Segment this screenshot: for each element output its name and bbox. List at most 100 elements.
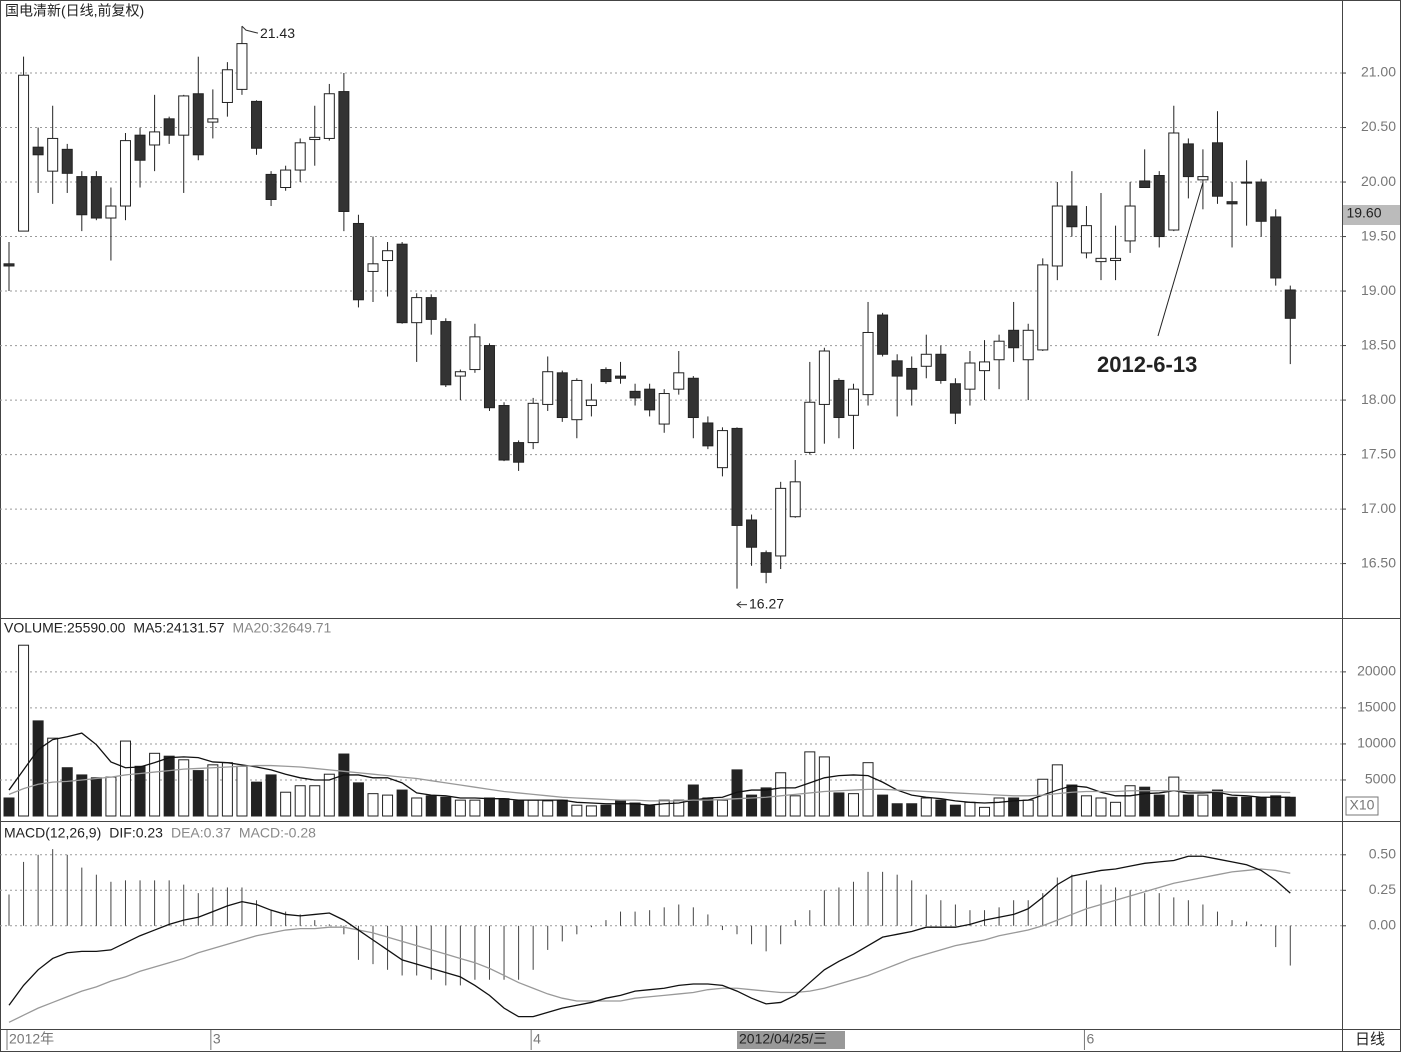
candle-body xyxy=(411,297,423,324)
candle-body xyxy=(1139,180,1151,188)
y-tick-label: 19.00 xyxy=(1361,282,1396,298)
volume-bar xyxy=(207,764,219,817)
volume-bar xyxy=(32,720,44,817)
y-tick-label: 0.00 xyxy=(1369,916,1396,932)
candle-body xyxy=(440,321,452,386)
candle-body xyxy=(352,222,364,301)
candle-body xyxy=(760,552,772,573)
volume-bar xyxy=(498,798,510,817)
candle-body xyxy=(629,390,641,399)
volume-bar xyxy=(935,799,947,817)
volume-bar xyxy=(673,799,685,817)
cursor-date-box xyxy=(737,1031,845,1049)
volume-bar xyxy=(658,799,670,817)
volume-bar xyxy=(789,795,801,817)
candle-body xyxy=(1182,143,1194,178)
y-tick-label: 21.00 xyxy=(1361,64,1396,80)
volume-bar xyxy=(483,797,495,817)
volume-bar xyxy=(1066,784,1078,817)
volume-bar xyxy=(585,805,597,817)
last-price-label: 19.60 xyxy=(1346,204,1381,220)
volume-bar xyxy=(105,776,117,817)
volume-bar xyxy=(1080,795,1092,817)
candle-body xyxy=(847,388,859,416)
volume-bar xyxy=(1008,797,1020,817)
volume-bar xyxy=(90,777,102,817)
volume-bar xyxy=(527,799,539,817)
candle-body xyxy=(1022,329,1034,361)
volume-bar xyxy=(425,795,437,817)
volume-bar xyxy=(847,793,859,817)
volume-bar xyxy=(1022,799,1034,817)
candle-body xyxy=(702,422,714,447)
volume-bar xyxy=(644,805,656,817)
volume-bar xyxy=(979,806,991,817)
candle-body xyxy=(61,148,73,174)
volume-bar xyxy=(47,737,59,817)
x-tick-label: 6 xyxy=(1086,1031,1094,1047)
candle-body xyxy=(1241,181,1253,184)
volume-bar xyxy=(382,794,394,817)
candle-body xyxy=(687,377,699,419)
candle-body xyxy=(134,134,146,161)
candle-body xyxy=(18,74,30,232)
y-tick-label: 17.50 xyxy=(1361,445,1396,461)
volume-bar xyxy=(716,799,728,817)
candle-body xyxy=(178,95,190,136)
volume-bar xyxy=(731,769,743,817)
volume-bar xyxy=(411,797,423,817)
dea-line xyxy=(8,868,1291,1023)
volume-bar xyxy=(1270,795,1282,817)
volume-bar xyxy=(192,770,204,817)
y-tick-label: 20000 xyxy=(1357,663,1396,679)
volume-bar xyxy=(440,796,452,817)
volume-bar xyxy=(3,797,15,817)
y-tick-label: 18.50 xyxy=(1361,336,1396,352)
volume-bar xyxy=(818,756,830,817)
candle-body xyxy=(673,372,685,390)
volume-bar xyxy=(629,802,641,817)
volume-bar xyxy=(323,773,335,817)
volume-bar xyxy=(1139,786,1151,817)
candle-body xyxy=(192,93,204,156)
x-tick-label: 3 xyxy=(213,1031,221,1047)
volume-bar xyxy=(513,800,525,817)
volume-bar xyxy=(134,765,146,817)
candle-body xyxy=(149,131,161,146)
candle-body xyxy=(251,100,263,149)
period-label: 日线 xyxy=(1355,1031,1385,1048)
candle-body xyxy=(1284,289,1296,319)
candle-body xyxy=(1066,205,1078,228)
candle-body xyxy=(993,340,1005,361)
candle-body xyxy=(76,176,88,216)
candle-body xyxy=(425,297,437,320)
candle-body xyxy=(804,401,816,453)
candle-body xyxy=(90,176,102,219)
volume-bar xyxy=(1153,794,1165,817)
candle-body xyxy=(265,173,277,200)
candle-body xyxy=(935,353,947,381)
volume-bar xyxy=(18,644,30,817)
volume-bar xyxy=(1095,797,1107,817)
candle-body xyxy=(585,399,597,407)
price-box xyxy=(1343,205,1400,225)
volume-bar xyxy=(1197,794,1209,817)
volume-bar xyxy=(221,762,233,817)
y-tick-label: 20.50 xyxy=(1361,118,1396,134)
chart-title: 国电清新(日线,前复权) xyxy=(5,3,144,19)
volume-bar xyxy=(352,782,364,817)
candle-body xyxy=(32,146,44,156)
candle-body xyxy=(818,350,830,405)
volume-bar xyxy=(1226,796,1238,817)
candle-body xyxy=(1080,225,1092,254)
volume-bar xyxy=(76,774,88,817)
volume-bar xyxy=(1284,796,1296,817)
candle-body xyxy=(877,314,889,355)
candle-body xyxy=(833,379,845,419)
volume-bar xyxy=(1168,776,1180,817)
candle-body xyxy=(498,405,510,461)
volume-bar xyxy=(891,803,903,817)
candle-body xyxy=(105,205,117,219)
volume-bar xyxy=(309,785,321,817)
